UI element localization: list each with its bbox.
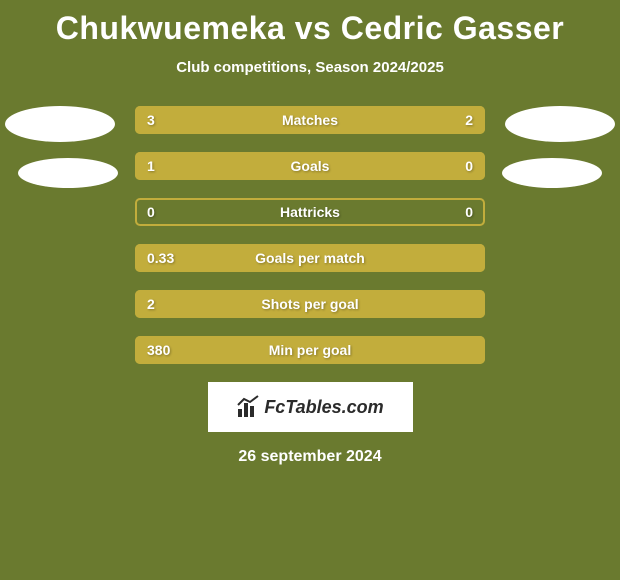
player-right-body-icon [502,158,602,188]
page-title: Chukwuemeka vs Cedric Gasser [0,0,620,47]
stat-row: Matches 3 2 [135,106,485,134]
stat-value-right: 0 [465,204,473,220]
stat-value-left: 0 [147,204,155,220]
stat-label: Goals per match [255,250,365,266]
stat-label: Min per goal [269,342,351,358]
comparison-chart: Matches 3 2 Goals 1 0 Hattricks 0 0 Goals per mat… [0,106,620,364]
stat-label: Goals [291,158,330,174]
stat-bars: Matches 3 2 Goals 1 0 Hattricks 0 0 Goals per mat… [135,106,485,364]
stat-value-right: 2 [465,112,473,128]
date-label: 26 september 2024 [0,448,620,466]
stat-value-left: 2 [147,296,155,312]
stat-row: Goals 1 0 [135,152,485,180]
logo-text: FcTables.com [264,397,383,418]
bar-chart-icon [236,395,260,419]
bar-fill-right [345,106,485,134]
player-left-head-icon [5,106,115,142]
stat-label: Shots per goal [261,296,358,312]
stat-label: Matches [282,112,338,128]
subtitle: Club competitions, Season 2024/2025 [0,59,620,76]
player-right-head-icon [505,106,615,142]
fctables-logo: FcTables.com [236,395,383,419]
player-left-body-icon [18,158,118,188]
stat-row: Shots per goal 2 [135,290,485,318]
stat-value-right: 0 [465,158,473,174]
stat-row: Hattricks 0 0 [135,198,485,226]
stat-value-left: 0.33 [147,250,174,266]
stat-row: Min per goal 380 [135,336,485,364]
stat-value-left: 3 [147,112,155,128]
logo-box: FcTables.com [208,382,413,432]
stat-value-left: 1 [147,158,155,174]
bar-fill-left [135,152,398,180]
stat-row: Goals per match 0.33 [135,244,485,272]
stat-value-left: 380 [147,342,170,358]
stat-label: Hattricks [280,204,340,220]
